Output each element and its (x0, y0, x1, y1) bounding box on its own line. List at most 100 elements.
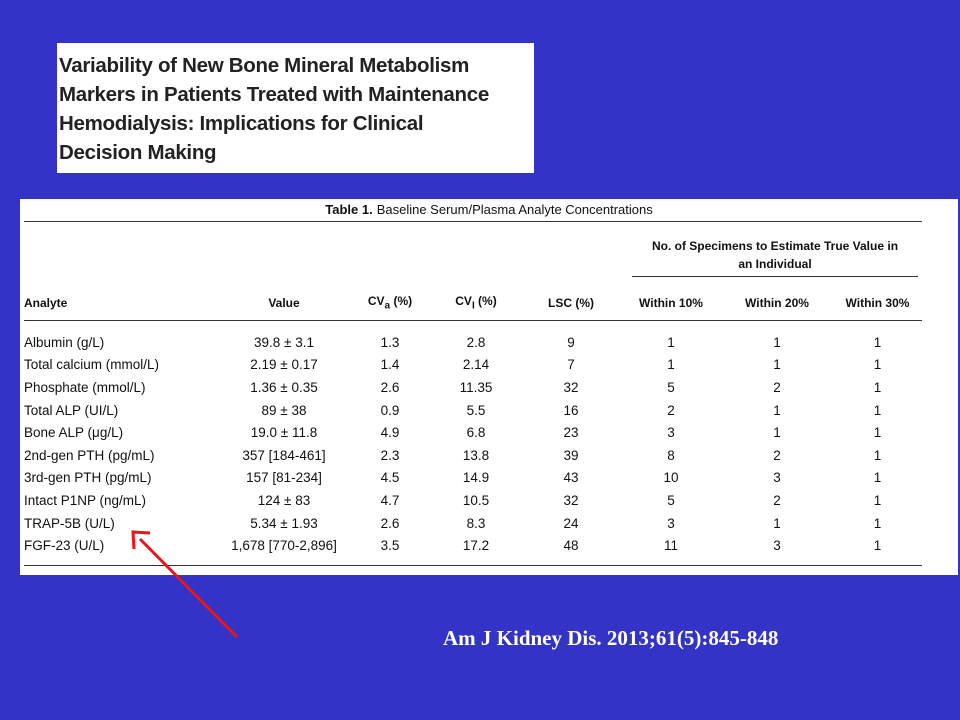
cell-cvi: 11.35 (459, 379, 493, 395)
table-row: Intact P1NP (ng/mL) 124 ± 83 4.7 10.5 32… (24, 489, 922, 512)
cell-cva: 2.6 (380, 515, 400, 531)
cell-within-10: 3 (667, 515, 675, 531)
cell-lsc: 43 (563, 470, 579, 486)
cell-lsc: 23 (563, 425, 579, 441)
table-bottom-rule (24, 565, 922, 566)
cell-cva: 0.9 (380, 402, 400, 418)
cell-within-10: 5 (667, 379, 675, 395)
table-spanner-header: No. of Specimens to Estimate True Value … (632, 237, 918, 273)
table-row: FGF-23 (U/L) 1,678 [770-2,896] 3.5 17.2 … (24, 534, 922, 557)
cell-lsc: 39 (563, 447, 579, 463)
cell-cva: 1.4 (380, 357, 400, 373)
cell-lsc: 9 (567, 334, 575, 350)
cell-value: 5.34 ± 1.93 (250, 515, 318, 531)
cell-within-10: 2 (667, 402, 675, 418)
cell-within-10: 10 (663, 470, 679, 486)
citation: Am J Kidney Dis. 2013;61(5):845-848 (443, 626, 779, 650)
cell-cva: 1.3 (380, 334, 400, 350)
cell-cvi: 6.8 (466, 425, 486, 441)
cell-value: 2.19 ± 0.17 (250, 357, 318, 373)
cell-within-30: 1 (873, 515, 882, 531)
cell-within-20: 1 (773, 402, 781, 418)
col-header-cva: CVa (%) (349, 289, 431, 317)
cva-main: CV (367, 294, 385, 309)
cell-cva: 2.3 (380, 447, 400, 463)
col-header-within-30: Within 30% (845, 296, 910, 310)
cell-within-20: 1 (773, 425, 781, 441)
cell-value: 1.36 ± 0.35 (250, 379, 318, 395)
cell-analyte: Phosphate (mmol/L) (24, 379, 146, 395)
col-header-lsc: LSC (%) (548, 296, 594, 310)
cell-value: 157 [81-234] (246, 470, 322, 486)
cell-cvi: 2.14 (462, 357, 490, 373)
cell-analyte: Albumin (g/L) (24, 334, 105, 350)
table-header-row: Analyte Value CVa (%) CVI (%) LSC (%) Wi… (24, 289, 922, 317)
table-row: TRAP-5B (U/L) 5.34 ± 1.93 2.6 8.3 24 3 1… (24, 512, 922, 535)
cell-cvi: 13.8 (462, 447, 490, 463)
cell-analyte: Bone ALP (μg/L) (24, 425, 124, 441)
table-caption: Table 1. Baseline Serum/Plasma Analyte Co… (20, 202, 958, 217)
cvi-main: CV (455, 294, 472, 309)
table-caption-text: Baseline Serum/Plasma Analyte Concentrat… (376, 202, 653, 217)
cell-lsc: 48 (563, 538, 579, 554)
cell-lsc: 32 (563, 492, 579, 508)
cell-cva: 4.5 (380, 470, 400, 486)
col-header-within-10: Within 10% (639, 296, 703, 310)
table-panel: Table 1. Baseline Serum/Plasma Analyte Co… (20, 199, 958, 575)
cva-unit: (%) (390, 294, 413, 309)
cell-value: 1,678 [770-2,896] (231, 538, 337, 554)
cell-cvi: 8.3 (466, 515, 486, 531)
cell-cvi: 10.5 (462, 492, 490, 508)
table-caption-label: Table 1. (325, 202, 373, 217)
cell-within-10: 5 (667, 492, 675, 508)
cell-analyte: FGF-23 (U/L) (24, 538, 105, 554)
paper-title-panel: Variability of New Bone Mineral Metaboli… (57, 43, 534, 173)
cell-within-30: 1 (873, 334, 882, 350)
cell-value: 89 ± 38 (261, 402, 307, 418)
cell-within-10: 8 (667, 447, 675, 463)
cell-cvi: 5.5 (466, 402, 486, 418)
cell-within-30: 1 (873, 492, 882, 508)
cell-within-20: 1 (773, 357, 781, 373)
cell-within-30: 1 (873, 357, 882, 373)
cell-within-20: 2 (773, 447, 781, 463)
cell-analyte: Total ALP (UI/L) (24, 402, 119, 418)
table-row: Bone ALP (μg/L) 19.0 ± 11.8 4.9 6.8 23 3… (24, 421, 922, 444)
cell-cvi: 2.8 (466, 334, 486, 350)
cell-lsc: 24 (563, 515, 579, 531)
cvi-unit: (%) (474, 294, 497, 309)
cell-within-20: 3 (773, 470, 781, 486)
cell-within-30: 1 (873, 402, 882, 418)
table-row: 2nd-gen PTH (pg/mL) 357 [184-461] 2.3 13… (24, 444, 922, 467)
table-top-rule (24, 221, 922, 222)
table-spanner-text: No. of Specimens to Estimate True Value … (651, 239, 899, 271)
cell-analyte: Total calcium (mmol/L) (24, 357, 160, 373)
cvi-sub: I (471, 300, 475, 312)
table-spanner-rule (632, 276, 918, 277)
cell-within-20: 2 (773, 379, 781, 395)
cell-lsc: 32 (563, 379, 579, 395)
cell-within-10: 11 (663, 538, 678, 554)
cell-within-30: 1 (873, 425, 882, 441)
cell-value: 357 [184-461] (242, 447, 326, 463)
analyte-table: Analyte Value CVa (%) CVI (%) LSC (%) Wi… (24, 289, 922, 557)
cell-within-30: 1 (873, 538, 882, 554)
cell-cva: 4.7 (380, 492, 400, 508)
cell-value: 124 ± 83 (257, 492, 311, 508)
cell-cvi: 17.2 (462, 538, 490, 554)
cell-within-20: 1 (773, 334, 781, 350)
cell-within-30: 1 (873, 447, 882, 463)
cell-analyte: TRAP-5B (U/L) (24, 515, 115, 531)
cell-cva: 4.9 (380, 425, 400, 441)
cell-cva: 2.6 (380, 379, 400, 395)
cell-lsc: 7 (567, 357, 575, 373)
cell-within-20: 2 (773, 492, 781, 508)
cell-cvi: 14.9 (462, 470, 490, 486)
cell-within-20: 3 (773, 538, 781, 554)
cell-within-10: 1 (667, 334, 675, 350)
col-header-value: Value (268, 296, 300, 310)
cell-analyte: 2nd-gen PTH (pg/mL) (24, 447, 155, 463)
table-row: Phosphate (mmol/L) 1.36 ± 0.35 2.6 11.35… (24, 376, 922, 399)
cell-within-10: 1 (667, 357, 675, 373)
cell-value: 19.0 ± 11.8 (250, 425, 318, 441)
